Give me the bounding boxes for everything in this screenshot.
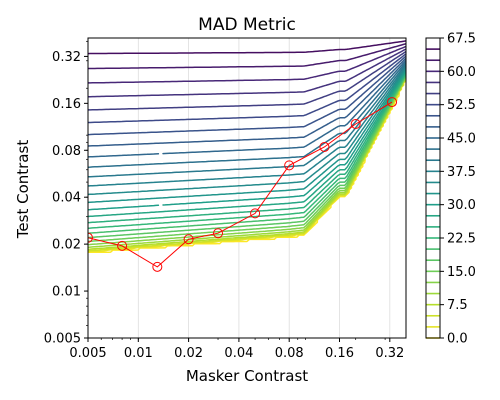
contour-level-17: [88, 61, 406, 168]
y-tick-label-6: 0.32: [52, 50, 81, 65]
colorbar-tick-label-5: 37.5: [447, 165, 476, 180]
threshold-point-0: [88, 232, 93, 243]
colorbar-tick-label-7: 52.5: [447, 98, 476, 113]
y-axis-title: Test Contrast: [14, 140, 32, 240]
y-tick-label-1: 0.01: [52, 285, 81, 300]
threshold-point-5: [250, 208, 261, 219]
threshold-point-8: [350, 118, 361, 129]
colorbar-tick-label-8: 60.0: [447, 65, 476, 80]
colorbar-tick-label-2: 15.0: [447, 265, 476, 280]
y-tick-label-4: 0.08: [52, 144, 81, 159]
threshold-point-9: [387, 97, 398, 108]
contour-level-18: [88, 59, 406, 158]
contour-level-21: [88, 53, 406, 124]
colorbar-tick-label-1: 7.5: [447, 298, 468, 313]
threshold-line: [88, 101, 393, 268]
y-tick-label-2: 0.02: [52, 238, 81, 253]
y-tick-label-0: 0.005: [44, 332, 81, 347]
colorbar-tick-label-6: 45.0: [447, 132, 476, 147]
threshold-point-2: [152, 261, 163, 272]
contour-level-25: [88, 42, 406, 70]
contour-level-26: [88, 40, 406, 55]
plot-frame: [87, 37, 407, 339]
x-tick-label-2: 0.02: [174, 346, 203, 361]
contour-level-20: [88, 55, 406, 136]
colorbar-tick-label-0: 0.0: [447, 332, 468, 347]
colorbar-tick-label-4: 30.0: [447, 198, 476, 213]
colorbar-tick-label-3: 22.5: [447, 232, 476, 247]
threshold-point-7: [319, 141, 330, 152]
colorbar-frame: [425, 37, 441, 339]
x-tick-label-1: 0.01: [124, 346, 153, 361]
axes: 0.005 0.01 0.02 0.04 0.08 0.16 0.32 0.005 0.01 0.…: [44, 40, 404, 361]
x-tick-label-5: 0.16: [325, 346, 354, 361]
contour-level-12: [88, 69, 406, 211]
y-tick-label-3: 0.04: [52, 191, 81, 206]
x-tick-label-0: 0.005: [69, 346, 106, 361]
threshold-point-4: [213, 228, 224, 239]
threshold-point-3: [183, 234, 194, 245]
colorbar-tick-label-9: 67.5: [447, 32, 476, 47]
contour-level-23: [88, 48, 406, 98]
contour-lines: [88, 40, 406, 254]
threshold-point-6: [284, 160, 295, 171]
threshold-point-1: [117, 240, 128, 251]
threshold-series: [88, 97, 398, 272]
chart-title: MAD Metric: [198, 15, 296, 35]
x-axis-title: Masker Contrast: [186, 367, 308, 385]
contour-level-19: [88, 57, 406, 147]
x-tick-label-3: 0.04: [224, 346, 253, 361]
y-tick-label-5: 0.16: [52, 97, 81, 112]
contour-level-22: [88, 50, 406, 111]
x-tick-label-6: 0.32: [375, 346, 404, 361]
contour-level-16: [88, 63, 406, 178]
colorbar: 0.0 7.5 15.0 22.5 30.0 37.5 45.0 52.5 60.0 67.5: [425, 32, 476, 347]
x-tick-label-4: 0.08: [275, 346, 304, 361]
